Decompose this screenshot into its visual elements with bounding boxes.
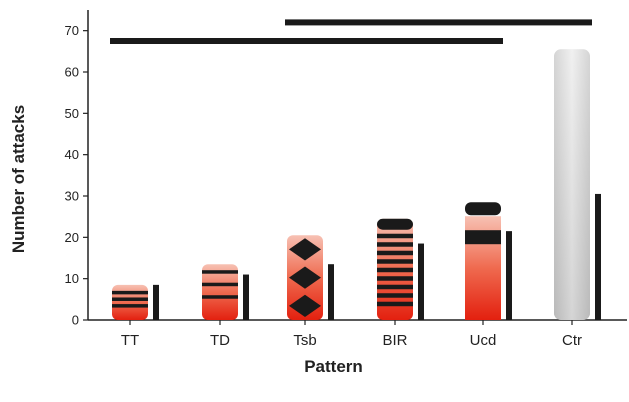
bar-stripe bbox=[377, 293, 413, 298]
y-tick-label: 70 bbox=[65, 23, 79, 38]
bar-stripe bbox=[202, 295, 238, 299]
thin-bar bbox=[506, 231, 512, 320]
bar-group bbox=[377, 218, 424, 320]
bar-group bbox=[112, 284, 159, 320]
bar-stripe bbox=[112, 304, 148, 308]
bar-group bbox=[287, 235, 334, 320]
bar-stripe bbox=[202, 270, 238, 274]
thin-bar bbox=[328, 264, 334, 320]
bar-stripe bbox=[377, 250, 413, 256]
x-tick-label: Ctr bbox=[562, 332, 582, 349]
bar-stripe bbox=[202, 282, 238, 287]
bar-shading bbox=[554, 49, 590, 321]
bar bbox=[112, 284, 148, 320]
bar-stripe bbox=[377, 301, 413, 307]
y-axis: 0 10 20 30 40 50 60 70 bbox=[65, 10, 89, 328]
bar-group bbox=[554, 49, 601, 321]
y-tick-label: 60 bbox=[65, 65, 79, 80]
significance-line bbox=[285, 19, 592, 26]
y-tick-label: 20 bbox=[65, 230, 79, 245]
x-tick-label: TT bbox=[121, 332, 139, 349]
thin-bar bbox=[153, 284, 159, 320]
bar-stripe bbox=[377, 242, 413, 247]
bar-band bbox=[465, 230, 501, 245]
thin-bar bbox=[243, 274, 249, 320]
bar-stripe bbox=[377, 276, 413, 281]
y-tick-label: 10 bbox=[65, 271, 79, 286]
bar-stripe bbox=[377, 233, 413, 239]
bar-cap bbox=[377, 218, 413, 230]
bar-group bbox=[202, 264, 249, 320]
significance-line bbox=[110, 38, 503, 44]
x-axis: TT TD Tsb BIR Ucd Ctr bbox=[88, 319, 627, 349]
x-axis-title: Pattern bbox=[304, 357, 363, 376]
bar-stripe bbox=[112, 290, 148, 295]
y-tick-label: 50 bbox=[65, 106, 79, 121]
bar bbox=[202, 264, 238, 320]
bar-group bbox=[465, 202, 512, 320]
y-tick-label: 40 bbox=[65, 147, 79, 162]
y-tick-label: 30 bbox=[65, 189, 79, 204]
bar-stripe bbox=[377, 259, 413, 264]
bars bbox=[112, 49, 601, 321]
bar-stripe bbox=[112, 297, 148, 301]
x-tick-label: Tsb bbox=[293, 332, 316, 349]
x-tick-label: Ucd bbox=[470, 332, 497, 349]
y-tick-label: 0 bbox=[72, 313, 79, 328]
thin-bar bbox=[418, 243, 424, 320]
bar-diamond bbox=[289, 294, 321, 317]
bar-cap bbox=[465, 202, 501, 216]
bar-stripe bbox=[377, 284, 413, 290]
bar-stripe bbox=[377, 267, 413, 273]
significance-lines bbox=[110, 19, 592, 44]
x-tick-label: BIR bbox=[382, 332, 407, 349]
x-tick-label: TD bbox=[210, 332, 230, 349]
bar-diamond bbox=[289, 266, 321, 289]
y-axis-title: Number of attacks bbox=[9, 105, 28, 253]
bar-diamond bbox=[289, 238, 321, 261]
thin-bar bbox=[595, 193, 601, 320]
